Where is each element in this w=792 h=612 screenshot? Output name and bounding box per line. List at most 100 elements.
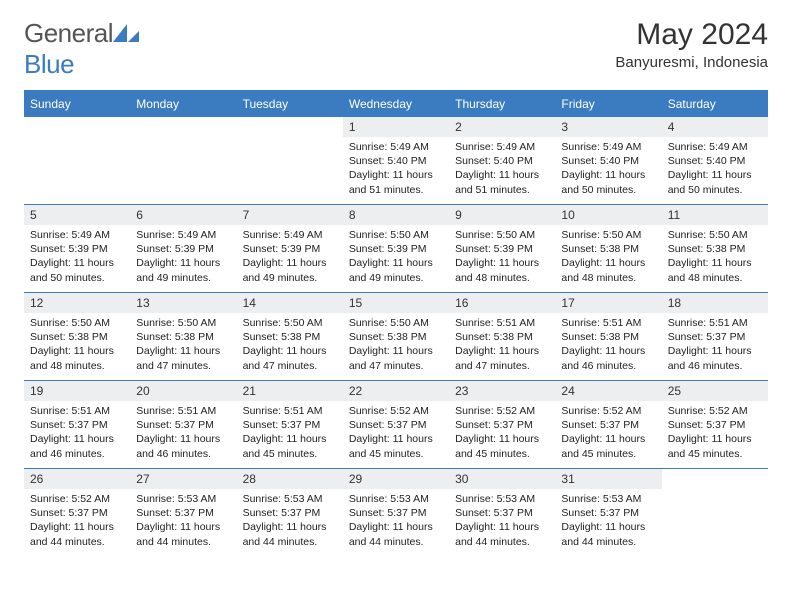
sunset-value: 5:37 PM: [494, 507, 533, 519]
sunrise-label: Sunrise:: [349, 405, 388, 417]
day-body: Sunrise: 5:50 AMSunset: 5:38 PMDaylight:…: [130, 313, 236, 376]
day-body: Sunrise: 5:50 AMSunset: 5:38 PMDaylight:…: [555, 225, 661, 288]
daylight-label: Daylight:: [668, 169, 709, 181]
daylight-label: Daylight:: [136, 257, 177, 269]
daylight-label: Daylight:: [30, 345, 71, 357]
sunrise-label: Sunrise:: [30, 229, 69, 241]
calendar-day: 8Sunrise: 5:50 AMSunset: 5:39 PMDaylight…: [343, 205, 449, 293]
calendar-week: 1Sunrise: 5:49 AMSunset: 5:40 PMDaylight…: [24, 117, 768, 205]
day-number: 14: [237, 293, 343, 313]
daylight-label: Daylight:: [136, 521, 177, 533]
sunrise-label: Sunrise:: [455, 493, 494, 505]
daylight-label: Daylight:: [455, 433, 496, 445]
day-body: Sunrise: 5:51 AMSunset: 5:38 PMDaylight:…: [555, 313, 661, 376]
daylight-label: Daylight:: [668, 345, 709, 357]
daylight-label: Daylight:: [349, 433, 390, 445]
day-body: Sunrise: 5:51 AMSunset: 5:37 PMDaylight:…: [662, 313, 768, 376]
sunset-label: Sunset:: [243, 507, 279, 519]
daylight-label: Daylight:: [349, 257, 390, 269]
brand-name: GeneralBlue: [24, 18, 139, 80]
sunrise-label: Sunrise:: [455, 229, 494, 241]
daylight-label: Daylight:: [561, 345, 602, 357]
sunset-label: Sunset:: [668, 419, 704, 431]
sunset-value: 5:37 PM: [175, 419, 214, 431]
sunset-value: 5:37 PM: [69, 507, 108, 519]
day-number: 3: [555, 117, 661, 137]
daylight-label: Daylight:: [243, 345, 284, 357]
sunset-value: 5:40 PM: [494, 155, 533, 167]
day-body: Sunrise: 5:49 AMSunset: 5:39 PMDaylight:…: [24, 225, 130, 288]
sunset-label: Sunset:: [349, 243, 385, 255]
calendar-day-empty: [662, 469, 768, 557]
day-body: Sunrise: 5:53 AMSunset: 5:37 PMDaylight:…: [130, 489, 236, 552]
calendar-day: 22Sunrise: 5:52 AMSunset: 5:37 PMDayligh…: [343, 381, 449, 469]
sunset-value: 5:38 PM: [494, 331, 533, 343]
page-subtitle: Banyuresmi, Indonesia: [615, 54, 768, 71]
sunrise-value: 5:51 AM: [709, 317, 748, 329]
daylight-label: Daylight:: [668, 257, 709, 269]
calendar-day: 11Sunrise: 5:50 AMSunset: 5:38 PMDayligh…: [662, 205, 768, 293]
sunset-value: 5:40 PM: [706, 155, 745, 167]
daylight-label: Daylight:: [30, 257, 71, 269]
sunset-value: 5:37 PM: [387, 419, 426, 431]
day-body: Sunrise: 5:49 AMSunset: 5:40 PMDaylight:…: [555, 137, 661, 200]
sunset-label: Sunset:: [561, 507, 597, 519]
day-number: 18: [662, 293, 768, 313]
calendar-week: 19Sunrise: 5:51 AMSunset: 5:37 PMDayligh…: [24, 381, 768, 469]
weekday-row: SundayMondayTuesdayWednesdayThursdayFrid…: [24, 92, 768, 117]
sunset-value: 5:38 PM: [69, 331, 108, 343]
day-number: 21: [237, 381, 343, 401]
calendar-body: 1Sunrise: 5:49 AMSunset: 5:40 PMDaylight…: [24, 117, 768, 557]
sunrise-label: Sunrise:: [30, 493, 69, 505]
sunset-label: Sunset:: [668, 331, 704, 343]
calendar-day: 18Sunrise: 5:51 AMSunset: 5:37 PMDayligh…: [662, 293, 768, 381]
sunset-label: Sunset:: [349, 507, 385, 519]
sunrise-label: Sunrise:: [136, 317, 175, 329]
calendar-day: 28Sunrise: 5:53 AMSunset: 5:37 PMDayligh…: [237, 469, 343, 557]
sunrise-value: 5:49 AM: [603, 141, 642, 153]
daylight-label: Daylight:: [349, 521, 390, 533]
calendar-day: 14Sunrise: 5:50 AMSunset: 5:38 PMDayligh…: [237, 293, 343, 381]
brand-name-b: Blue: [24, 49, 74, 79]
calendar-day-empty: [130, 117, 236, 205]
calendar-day-empty: [24, 117, 130, 205]
sunset-value: 5:40 PM: [600, 155, 639, 167]
day-body: Sunrise: 5:49 AMSunset: 5:40 PMDaylight:…: [449, 137, 555, 200]
sunrise-value: 5:51 AM: [497, 317, 536, 329]
day-number: 26: [24, 469, 130, 489]
sunrise-label: Sunrise:: [668, 229, 707, 241]
day-body: Sunrise: 5:52 AMSunset: 5:37 PMDaylight:…: [449, 401, 555, 464]
sunrise-label: Sunrise:: [561, 317, 600, 329]
daylight-label: Daylight:: [561, 433, 602, 445]
daylight-label: Daylight:: [561, 169, 602, 181]
day-number: 6: [130, 205, 236, 225]
sunrise-label: Sunrise:: [349, 141, 388, 153]
sunset-value: 5:39 PM: [387, 243, 426, 255]
day-number: 23: [449, 381, 555, 401]
day-body: Sunrise: 5:51 AMSunset: 5:38 PMDaylight:…: [449, 313, 555, 376]
sunset-label: Sunset:: [455, 331, 491, 343]
sunset-value: 5:39 PM: [494, 243, 533, 255]
calendar-day: 2Sunrise: 5:49 AMSunset: 5:40 PMDaylight…: [449, 117, 555, 205]
sunrise-value: 5:51 AM: [178, 405, 217, 417]
sunrise-value: 5:53 AM: [178, 493, 217, 505]
daylight-label: Daylight:: [243, 433, 284, 445]
day-number: 5: [24, 205, 130, 225]
sunrise-value: 5:50 AM: [71, 317, 110, 329]
day-number: 13: [130, 293, 236, 313]
calendar-day: 12Sunrise: 5:50 AMSunset: 5:38 PMDayligh…: [24, 293, 130, 381]
sunrise-label: Sunrise:: [561, 229, 600, 241]
calendar-day: 5Sunrise: 5:49 AMSunset: 5:39 PMDaylight…: [24, 205, 130, 293]
sunrise-value: 5:50 AM: [390, 317, 429, 329]
sunset-value: 5:37 PM: [706, 331, 745, 343]
day-number: 22: [343, 381, 449, 401]
day-body: Sunrise: 5:50 AMSunset: 5:39 PMDaylight:…: [343, 225, 449, 288]
sunrise-label: Sunrise:: [136, 405, 175, 417]
calendar-day: 4Sunrise: 5:49 AMSunset: 5:40 PMDaylight…: [662, 117, 768, 205]
sunset-value: 5:37 PM: [387, 507, 426, 519]
sunrise-value: 5:49 AM: [497, 141, 536, 153]
calendar-day: 20Sunrise: 5:51 AMSunset: 5:37 PMDayligh…: [130, 381, 236, 469]
page-title: May 2024: [615, 18, 768, 52]
calendar-day: 17Sunrise: 5:51 AMSunset: 5:38 PMDayligh…: [555, 293, 661, 381]
calendar-week: 26Sunrise: 5:52 AMSunset: 5:37 PMDayligh…: [24, 469, 768, 557]
